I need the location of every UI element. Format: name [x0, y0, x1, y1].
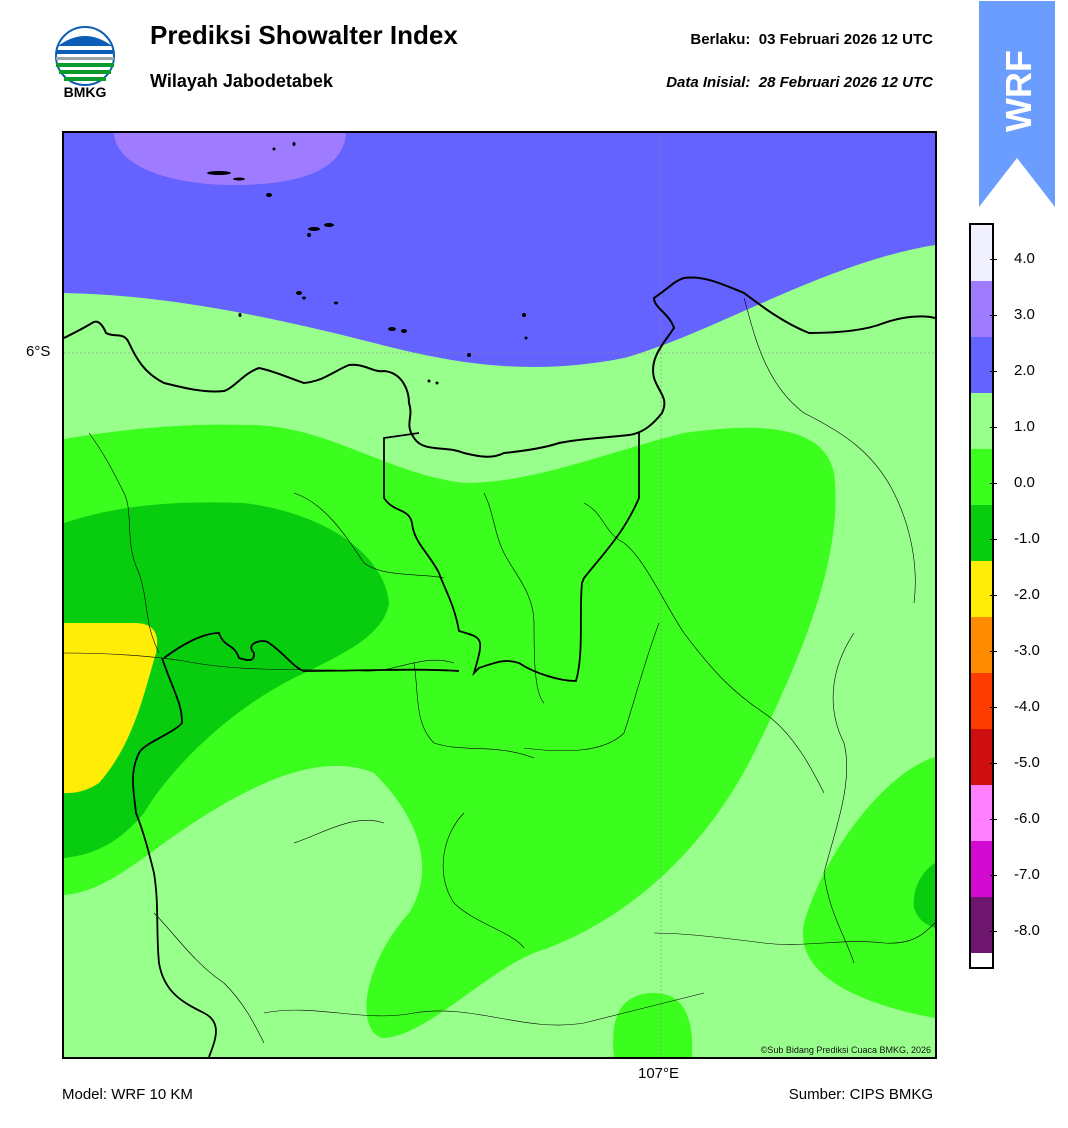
- colorbar-tick-label: -8.0: [1014, 922, 1040, 939]
- logo-label: BMKG: [63, 84, 107, 100]
- valid-label: Berlaku:: [690, 31, 751, 48]
- colorbar-segment: [971, 561, 992, 617]
- wrf-badge-label: WRF: [998, 50, 1039, 132]
- colorbar-segment: [971, 505, 992, 561]
- page-subtitle: Wilayah Jabodetabek: [150, 71, 333, 91]
- colorbar-tick-label: -7.0: [1014, 866, 1040, 883]
- colorbar-tick: [990, 539, 997, 540]
- colorbar-tick: [990, 707, 997, 708]
- colorbar-tick: [990, 595, 997, 596]
- colorbar-tick: [990, 259, 997, 260]
- zone-dark-green-east: [913, 863, 935, 928]
- colorbar-tick-label: 2.0: [1014, 362, 1035, 379]
- colorbar-tick-label: 1.0: [1014, 418, 1035, 435]
- model-label: Model: WRF 10 KM: [62, 1086, 193, 1103]
- colorbar-tick-label: -2.0: [1014, 586, 1040, 603]
- copyright-text: ©Sub Bidang Prediksi Cuaca BMKG, 2026: [760, 1045, 931, 1055]
- zone-yellow: [64, 623, 158, 793]
- zone-lavender: [114, 133, 346, 185]
- colorbar-tick: [990, 819, 997, 820]
- island-dots: [207, 142, 528, 385]
- colorbar-tick: [990, 483, 997, 484]
- colorbar-tick-label: -1.0: [1014, 530, 1040, 547]
- colorbar-segment: [971, 393, 992, 449]
- colorbar-segment: [971, 897, 992, 953]
- colorbar-tick-label: -5.0: [1014, 754, 1040, 771]
- colorbar-segment: [971, 841, 992, 897]
- colorbar-tick: [990, 315, 997, 316]
- valid-date: Berlaku: 03 Februari 2026 12 UTC: [690, 31, 933, 48]
- wrf-badge: WRF: [979, 1, 1055, 207]
- forecast-map: ©Sub Bidang Prediksi Cuaca BMKG, 2026: [62, 131, 937, 1059]
- colorbar-tick: [990, 651, 997, 652]
- lon-label: 107°E: [638, 1065, 680, 1082]
- zone-blue: [64, 133, 935, 368]
- colorbar-segment: [971, 281, 992, 337]
- colorbar-tick-label: -3.0: [1014, 642, 1040, 659]
- colorbar-tick: [990, 875, 997, 876]
- province-boundaries: [132, 432, 640, 1057]
- colorbar-tick-label: 3.0: [1014, 306, 1035, 323]
- district-boundaries: [64, 297, 935, 1044]
- bmkg-logo-icon: [55, 26, 115, 86]
- colorbar-tick-label: 0.0: [1014, 474, 1035, 491]
- zone-dark-green: [64, 502, 389, 858]
- colorbar-segment: [971, 673, 992, 729]
- source-label: Sumber: CIPS BMKG: [788, 1086, 933, 1103]
- valid-value: 03 Februari 2026 12 UTC: [758, 31, 933, 48]
- map-canvas: [64, 133, 935, 1057]
- colorbar-tick: [990, 371, 997, 372]
- coastline-icon: [64, 276, 935, 458]
- colorbar-segment: [971, 337, 992, 393]
- colorbar-segment: [971, 785, 992, 841]
- init-date: Data Inisial: 28 Februari 2026 12 UTC: [666, 74, 933, 91]
- colorbar-tick-label: -4.0: [1014, 698, 1040, 715]
- zone-green-south: [613, 993, 693, 1057]
- colorbar-tick-label: -6.0: [1014, 810, 1040, 827]
- page-title: Prediksi Showalter Index: [150, 20, 458, 50]
- colorbar: [969, 223, 994, 969]
- lat-label: 6°S: [26, 343, 51, 360]
- init-value: 28 Februari 2026 12 UTC: [758, 74, 933, 91]
- colorbar-segment: [971, 225, 992, 281]
- colorbar-segment: [971, 617, 992, 673]
- zone-green-east: [802, 757, 935, 1018]
- colorbar-tick: [990, 931, 997, 932]
- colorbar-tick: [990, 763, 997, 764]
- colorbar-segment: [971, 729, 992, 785]
- colorbar-tick: [990, 427, 997, 428]
- colorbar-tick-label: 4.0: [1014, 250, 1035, 267]
- init-label: Data Inisial:: [666, 74, 751, 91]
- colorbar-segment: [971, 449, 992, 505]
